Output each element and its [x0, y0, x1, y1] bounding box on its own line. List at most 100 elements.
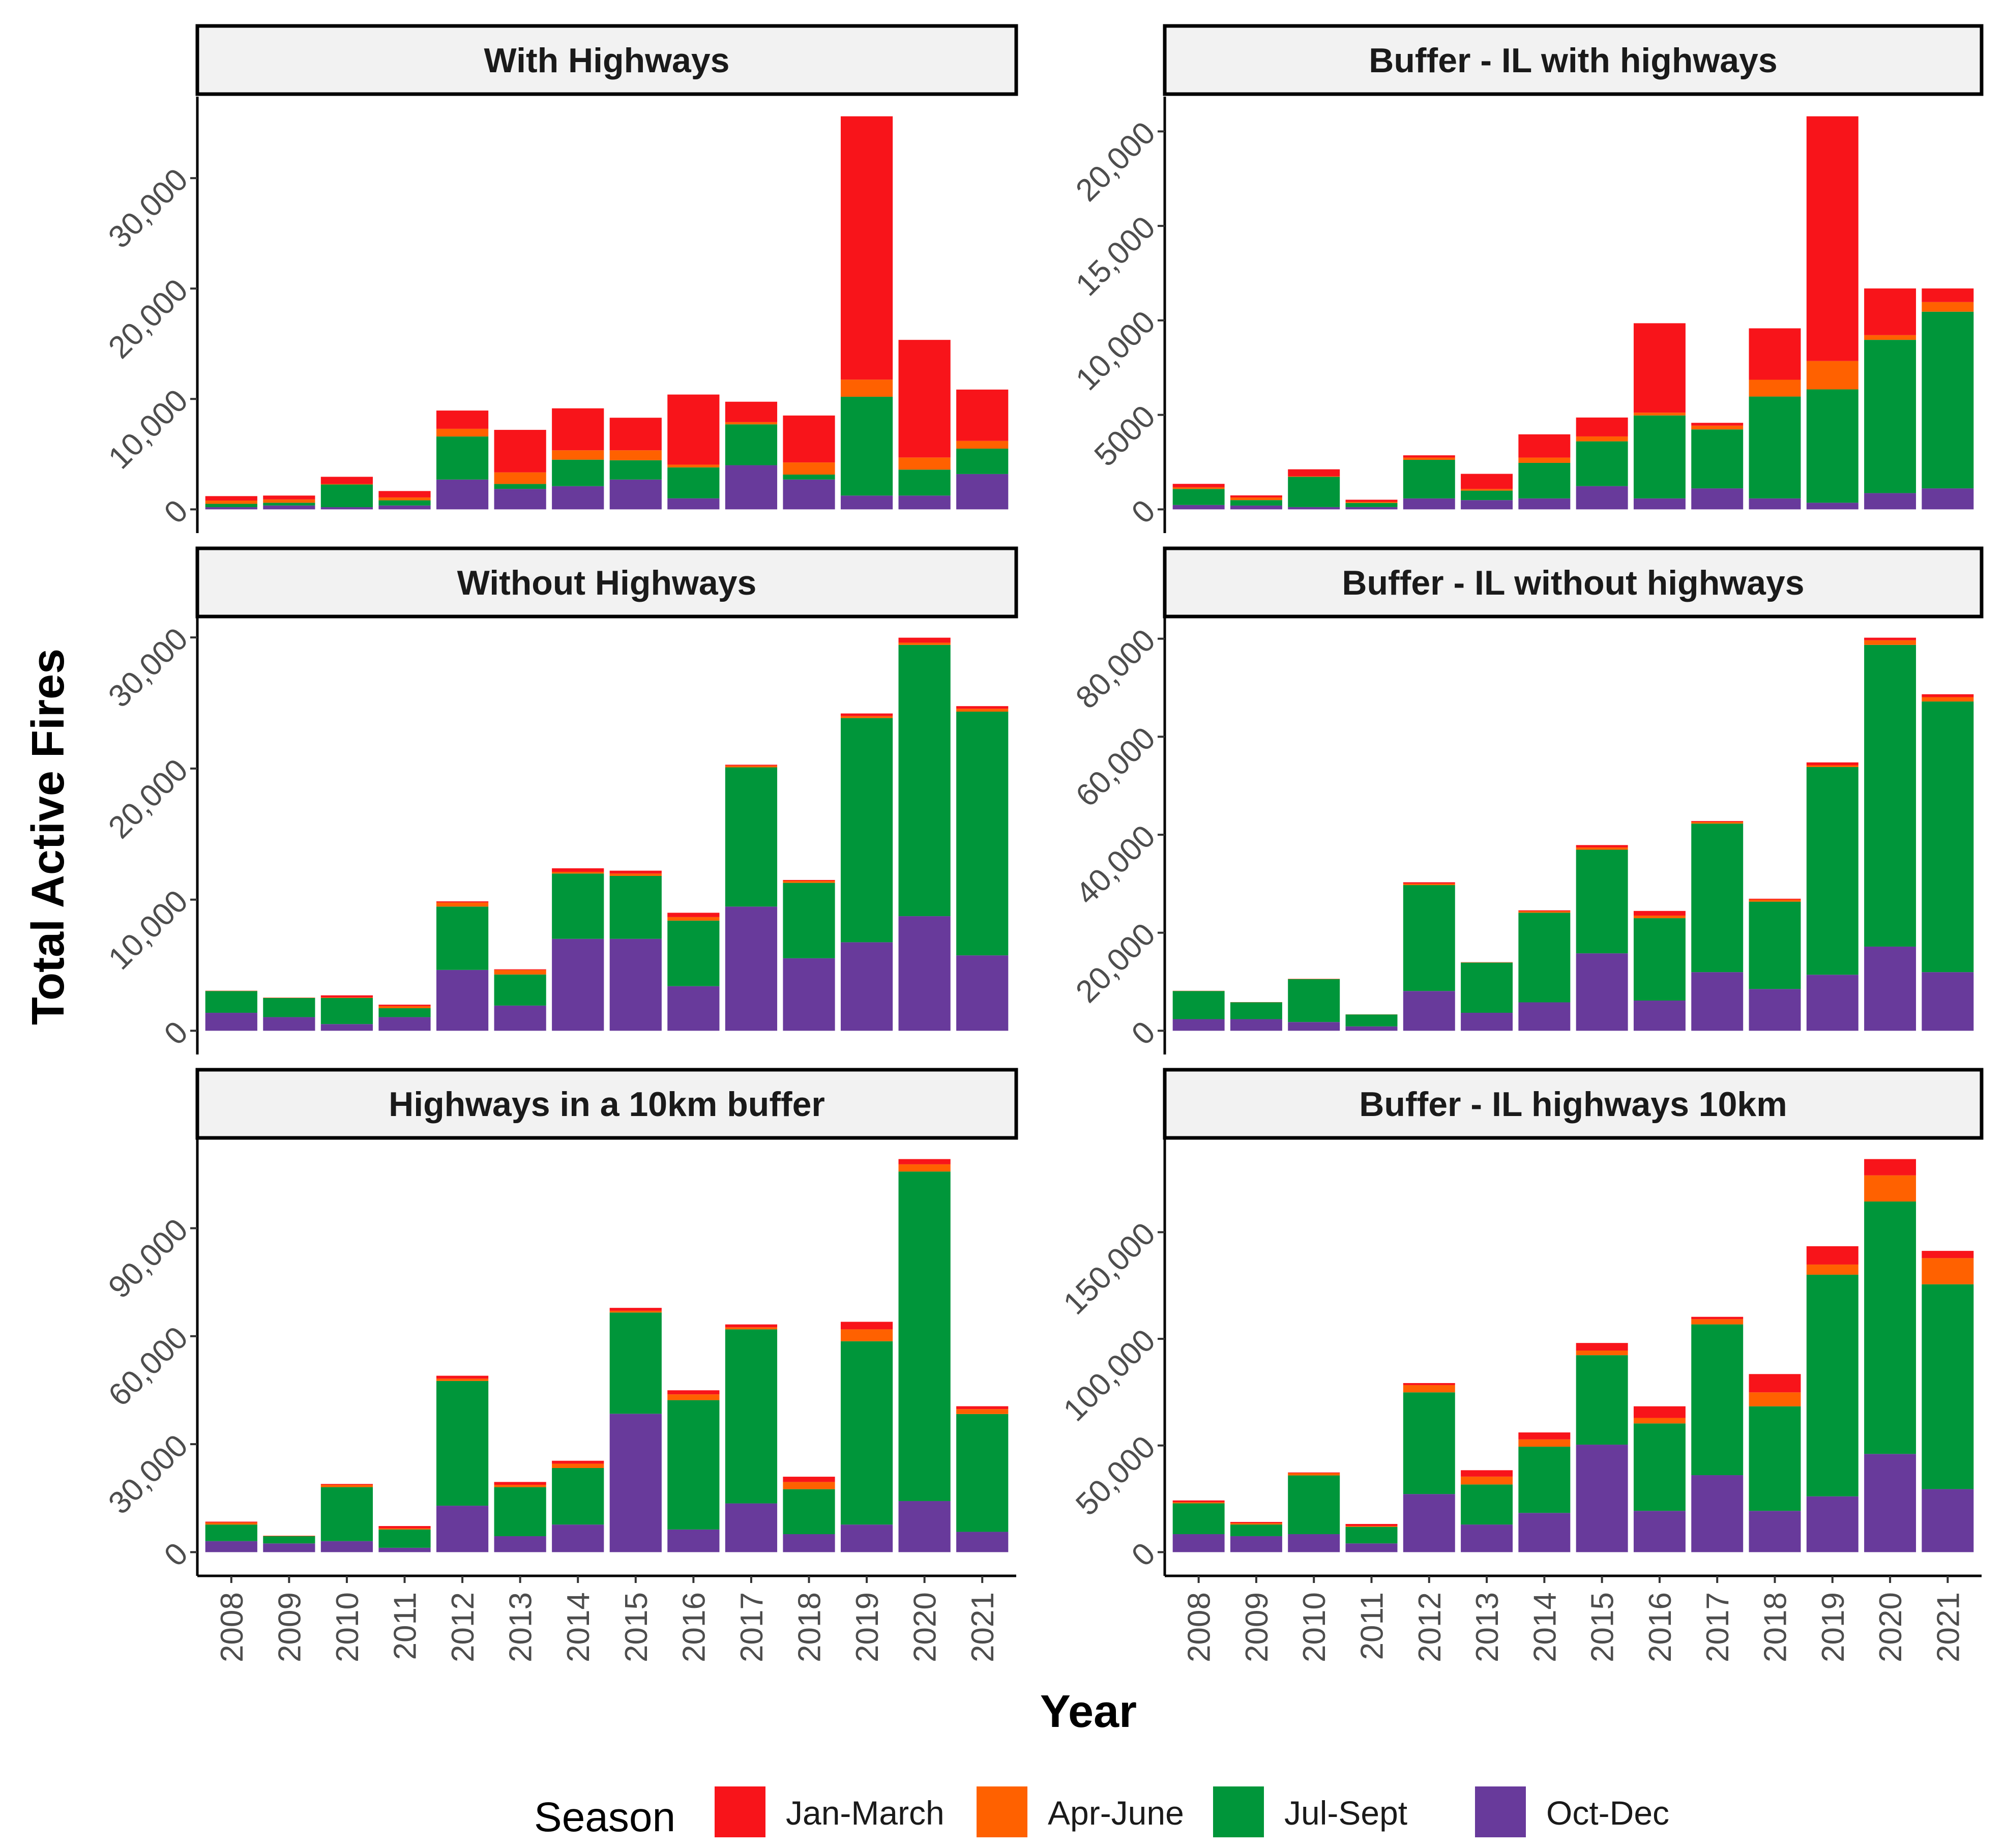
bar-segment-jul-sept-2015: [1576, 849, 1628, 954]
bar-segment-jan-march-2020: [898, 340, 951, 458]
bar-stack-2008: [205, 496, 257, 510]
bar-segment-oct-dec-2019: [840, 1524, 893, 1552]
facet-strip: [195, 1068, 1018, 1140]
bar-stack-2020: [898, 637, 951, 1031]
bar-segment-jan-march-2020: [898, 1159, 951, 1164]
bar-stack-2017: [1691, 423, 1744, 510]
bar-segment-apr-june-2017: [725, 1327, 778, 1330]
bar-segment-apr-june-2017: [1691, 822, 1744, 824]
bar-segment-apr-june-2020: [898, 1164, 951, 1172]
bar-stack-2011: [378, 491, 431, 510]
facet-title: Buffer - IL without highways: [1342, 564, 1804, 602]
bar-segment-jul-sept-2014: [1518, 1447, 1571, 1513]
bar-segment-apr-june-2019: [1806, 1264, 1858, 1275]
bar-segment-apr-june-2016: [667, 464, 720, 467]
bar-segment-jul-sept-2017: [725, 767, 778, 907]
bar-segment-jan-march-2010: [1288, 469, 1340, 477]
panel-4: Buffer - IL without highways 0 20,00040,00…: [1069, 546, 1984, 1054]
facet-strip: [1163, 24, 1984, 96]
bar-segment-oct-dec-2011: [378, 505, 431, 510]
bar-segment-jul-sept-2019: [840, 718, 893, 943]
bar-stack-2008: [1172, 484, 1225, 510]
legend: Season Jan-March Apr-June Jul-Sept Oct-Dec: [534, 1786, 1669, 1840]
bar-segment-oct-dec-2015: [609, 1414, 662, 1552]
y-tick-label: 60,000: [1069, 721, 1162, 814]
bar-stack-2020: [898, 340, 951, 510]
bar-segment-jan-march-2011: [378, 491, 431, 497]
bar-segment-jan-march-2012: [1403, 1383, 1455, 1385]
bar-segment-apr-june-2018: [783, 462, 835, 475]
bar-segment-oct-dec-2009: [263, 1017, 315, 1031]
legend-key: [1475, 1786, 1526, 1837]
bar-segment-oct-dec-2013: [1461, 1013, 1513, 1031]
bar-segment-oct-dec-2018: [783, 1534, 835, 1552]
x-tick-label: 2014: [1527, 1592, 1562, 1662]
bar-segment-jan-march-2010: [320, 995, 373, 998]
bar-segment-apr-june-2012: [436, 1378, 489, 1381]
bar-segment-jul-sept-2014: [552, 873, 604, 939]
bar-stack-2012: [1403, 1383, 1455, 1552]
bar-segment-apr-june-2015: [1576, 1351, 1628, 1356]
x-tick-label: 2015: [1585, 1592, 1620, 1662]
bar-segment-oct-dec-2016: [1633, 1001, 1686, 1031]
bar-segment-oct-dec-2013: [494, 1005, 546, 1031]
bar-segment-oct-dec-2015: [609, 938, 662, 1031]
bar-segment-oct-dec-2008: [1172, 505, 1225, 510]
bar-segment-apr-june-2009: [1230, 497, 1282, 501]
bar-segment-jan-march-2010: [320, 1484, 373, 1485]
bar-segment-apr-june-2019: [1806, 765, 1858, 767]
bar-stack-2013: [494, 1482, 546, 1552]
bar-segment-apr-june-2013: [494, 1485, 546, 1487]
bar-stack-2016: [1633, 1406, 1686, 1552]
bar-segment-jan-march-2018: [783, 879, 835, 881]
bar-segment-jan-march-2008: [205, 496, 257, 501]
bar-stack-2019: [840, 116, 893, 510]
x-tick-label: 2009: [1240, 1592, 1275, 1662]
bar-stack-2008: [1172, 990, 1225, 1031]
bar-segment-jul-sept-2021: [1922, 701, 1974, 973]
bar-segment-apr-june-2014: [1518, 457, 1571, 463]
bar-segment-jan-march-2010: [320, 477, 373, 484]
bar-segment-oct-dec-2013: [494, 489, 546, 510]
bar-segment-jul-sept-2011: [378, 1008, 431, 1017]
x-tick-label: 2011: [388, 1592, 423, 1660]
bar-segment-jul-sept-2009: [263, 503, 315, 506]
bar-stack-2018: [783, 1477, 835, 1552]
y-tick-label: 30,000: [102, 1428, 195, 1521]
bar-stack-2013: [1461, 474, 1513, 510]
bar-segment-jul-sept-2016: [667, 1400, 720, 1530]
bar-segment-jul-sept-2015: [1576, 441, 1628, 486]
bar-segment-apr-june-2010: [320, 1485, 373, 1487]
x-tick-label: 2012: [446, 1592, 481, 1662]
bar-segment-apr-june-2014: [1518, 911, 1571, 913]
bar-stack-2016: [1633, 323, 1686, 510]
bar-segment-jul-sept-2009: [263, 998, 315, 1017]
bar-segment-jul-sept-2018: [1749, 396, 1801, 498]
bar-segment-jul-sept-2020: [898, 1171, 951, 1501]
bar-segment-jul-sept-2013: [1461, 962, 1513, 1013]
bar-segment-jan-march-2020: [1864, 1159, 1916, 1176]
bar-segment-apr-june-2016: [1633, 1418, 1686, 1424]
bar-segment-apr-june-2011: [378, 497, 431, 501]
bar-segment-jul-sept-2019: [1806, 389, 1858, 503]
facet-title: Buffer - IL highways 10km: [1359, 1085, 1787, 1124]
bar-segment-jan-march-2017: [1691, 423, 1744, 426]
bar-segment-oct-dec-2014: [1518, 498, 1571, 510]
bar-segment-oct-dec-2018: [1749, 1511, 1801, 1552]
bar-segment-jan-march-2014: [1518, 434, 1571, 458]
bar-segment-apr-june-2013: [1461, 489, 1513, 491]
bar-segment-oct-dec-2018: [783, 958, 835, 1031]
bar-segment-jul-sept-2010: [320, 484, 373, 508]
bar-segment-oct-dec-2015: [1576, 1445, 1628, 1552]
bar-stack-2010: [320, 477, 373, 510]
bar-segment-jul-sept-2015: [609, 875, 662, 939]
bar-stack-2016: [1633, 911, 1686, 1031]
bar-segment-jan-march-2016: [667, 394, 720, 465]
bar-segment-oct-dec-2017: [1691, 488, 1744, 510]
bar-segment-jul-sept-2008: [205, 991, 257, 1013]
bar-stack-2021: [1922, 694, 1974, 1031]
bar-segment-jan-march-2012: [436, 1375, 489, 1379]
bar-segment-jan-march-2014: [1518, 910, 1571, 912]
bar-segment-apr-june-2020: [1864, 335, 1916, 340]
